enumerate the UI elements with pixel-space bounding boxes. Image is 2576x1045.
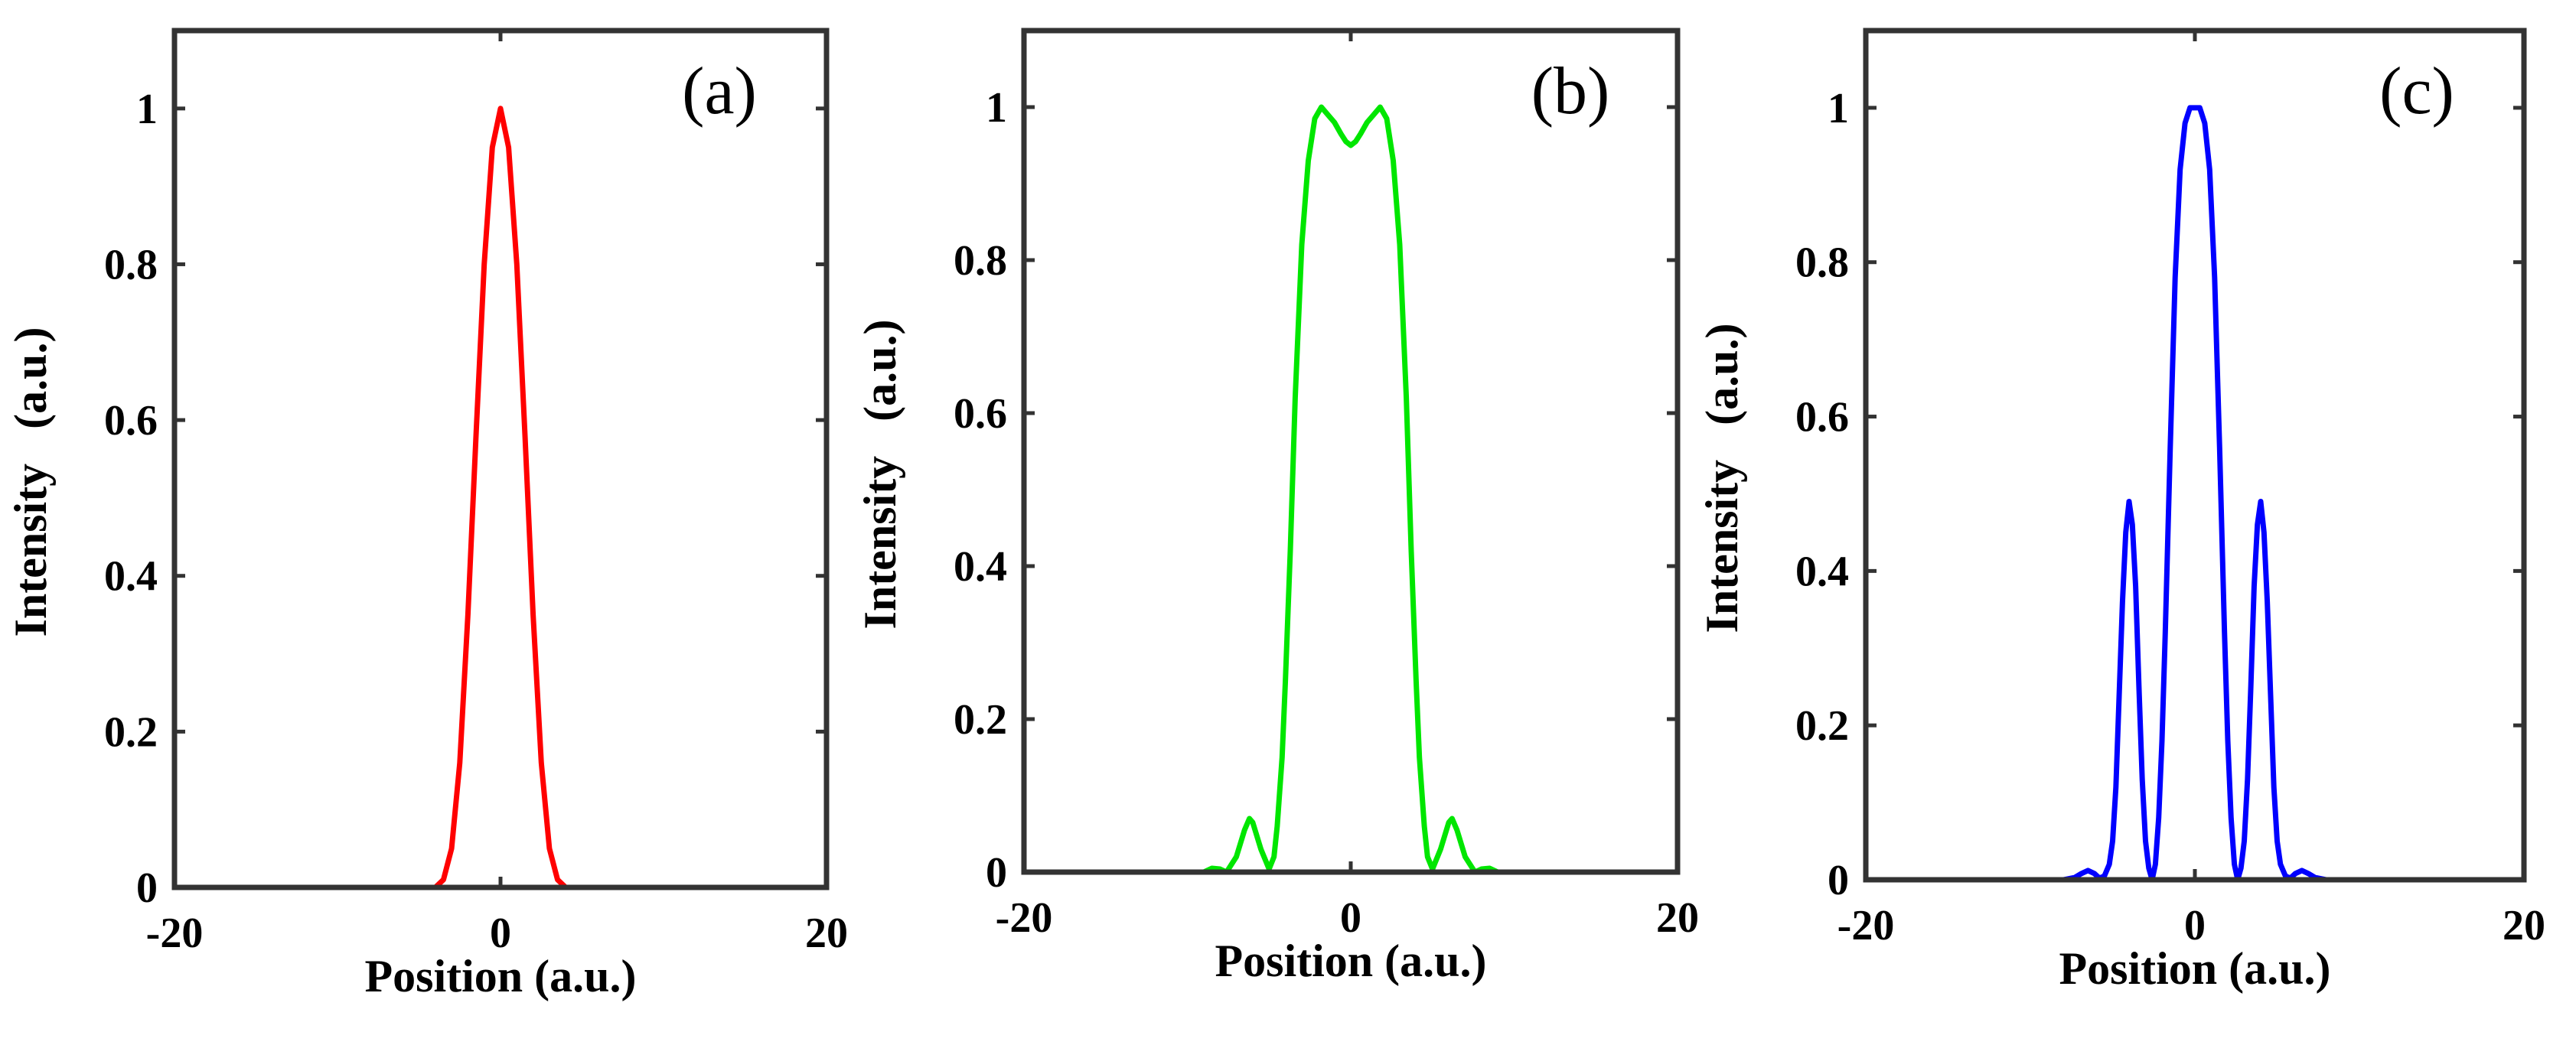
chart-panel-2: 00.20.40.60.81-20 0 20(c)Position (a.u.)In… [1697, 28, 2545, 994]
y-tick-label: 0.4 [954, 543, 1007, 591]
x-tick-label: 20 [1656, 894, 1699, 942]
panel-label: (c) [2379, 54, 2454, 129]
x-tick-label: 0 [2184, 902, 2206, 949]
panel-label: (b) [1531, 54, 1610, 129]
y-tick-label: 0.6 [1795, 394, 1849, 441]
chart-panel-1: 00.20.40.60.81-20 0 20(b)Position (a.u.)In… [855, 28, 1699, 986]
y-tick-label: 0 [136, 864, 158, 912]
y-tick-label: 0.2 [104, 708, 158, 756]
x-tick-label: 20 [805, 910, 848, 957]
panel-label: (a) [682, 54, 757, 129]
y-tick-label: 0.6 [104, 397, 158, 444]
plot-frame [1021, 28, 1681, 875]
y-tick-label: 0.6 [954, 390, 1007, 438]
y-axis-title: Intensity (a.u.) [855, 319, 905, 629]
y-axis-title: Intensity (a.u.) [5, 327, 56, 636]
x-tick-label: 0 [490, 910, 511, 957]
y-tick-label: 0 [1828, 857, 1849, 904]
plot-frame [171, 28, 830, 890]
y-tick-label: 0.8 [1795, 239, 1849, 287]
y-tick-label: 0.8 [104, 241, 158, 288]
series-line-intensity [1021, 104, 1681, 875]
y-tick-label: 0.2 [954, 696, 1007, 744]
x-tick-label: -20 [996, 894, 1053, 942]
y-tick-label: 0.2 [1795, 702, 1849, 750]
y-tick-label: 1 [986, 84, 1007, 132]
y-tick-label: 0 [986, 849, 1007, 897]
y-tick-label: 0.4 [104, 553, 158, 601]
y-tick-label: 1 [136, 86, 158, 133]
x-tick-label: -20 [1837, 902, 1895, 949]
y-tick-label: 0.4 [1795, 548, 1849, 595]
x-axis-title: Position (a.u.) [1215, 936, 1486, 986]
y-tick-label: 0.8 [954, 237, 1007, 285]
y-axis-title: Intensity (a.u.) [1697, 323, 1747, 633]
x-axis-title: Position (a.u.) [2059, 943, 2330, 994]
chart-panel-0: 00.20.40.60.81-20 0 20(a)Position (a.u.)In… [5, 28, 848, 1001]
y-tick-label: 1 [1828, 85, 1849, 132]
series-line-intensity [171, 106, 830, 890]
x-axis-title: Position (a.u.) [364, 951, 636, 1001]
plot-frame [1863, 28, 2527, 883]
x-tick-label: 20 [2503, 902, 2545, 949]
x-tick-label: -20 [146, 910, 204, 957]
series-line-intensity [1863, 105, 2527, 883]
x-tick-label: 0 [1340, 894, 1361, 942]
